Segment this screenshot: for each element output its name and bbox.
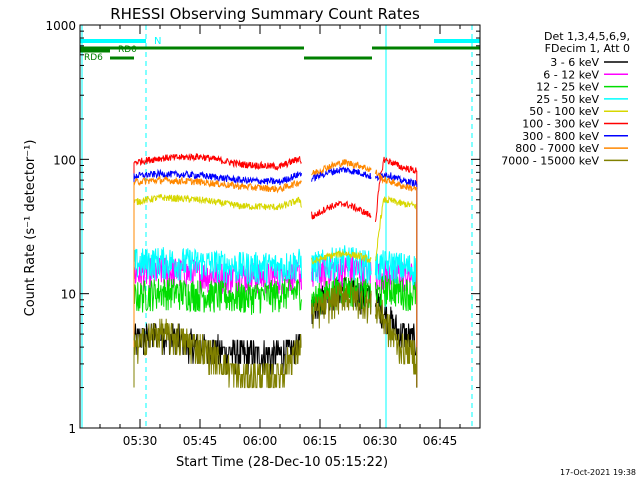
legend-label: 6 - 12 keV [543,68,599,81]
y-tick-label: 10 [61,288,76,302]
x-axis-label: Start Time (28-Dec-10 05:15:22) [176,455,388,470]
y-tick-label: 1 [68,422,76,436]
saa-flag-label: N [154,36,161,47]
series-line [133,166,418,188]
footer-timestamp: 17-Oct-2021 19:38 [560,468,636,477]
x-tick-label: 06:45 [423,434,458,448]
legend-label: 3 - 6 keV [550,56,599,69]
plot-area: N RD0 RD6 [80,25,480,428]
x-tick-label: 05:45 [183,434,218,448]
legend-header: Det 1,3,4,5,6,9, [544,30,630,43]
y-axis-label: Count Rate (s⁻¹ detector⁻¹) [23,140,38,317]
series-line [133,193,418,265]
legend-label: 12 - 25 keV [536,81,599,94]
x-tick-label: 06:00 [243,434,278,448]
x-tick-label: 06:15 [303,434,338,448]
chart-title: RHESSI Observing Summary Count Rates [110,5,420,23]
legend-label: 50 - 100 keV [529,105,599,118]
y-tick-label: 100 [53,153,76,167]
series-line [133,153,418,222]
legend-label: 25 - 50 keV [536,93,599,106]
legend-header: FDecim 1, Att 0 [545,42,630,55]
series-line [133,282,418,389]
series-line [133,245,418,286]
y-tick-label: 1000 [45,19,76,33]
rd6-label: RD6 [84,53,103,63]
legend-label: 800 - 7000 keV [515,142,599,155]
rd0-label: RD0 [118,45,137,55]
legend-label: 100 - 300 keV [522,118,599,131]
series-line [133,158,418,194]
legend: Det 1,3,4,5,6,9,FDecim 1, Att 03 - 6 keV… [501,30,630,167]
legend-label: 7000 - 15000 keV [501,154,599,167]
legend-label: 300 - 800 keV [522,130,599,143]
axes: 1 10 100 1000 05:30 05:45 06:00 06:15 06:30 06:45 [45,19,481,448]
x-tick-label: 06:30 [363,434,398,448]
x-tick-label: 05:30 [123,434,158,448]
